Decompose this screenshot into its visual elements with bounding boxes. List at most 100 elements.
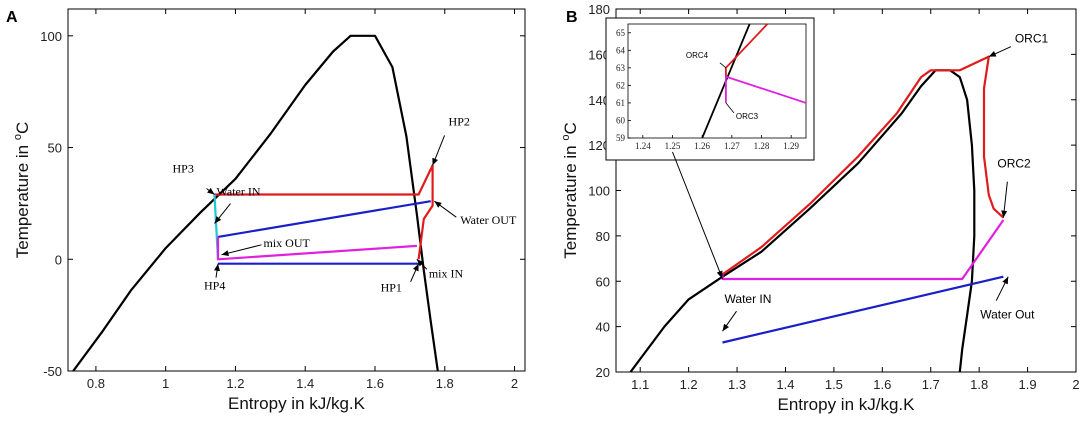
inset-frame xyxy=(605,17,815,161)
panel-b-xtick-label: 1.2 xyxy=(680,377,698,392)
panel-b-annotation-arrowhead xyxy=(988,51,997,57)
panel-a-series-line xyxy=(72,34,439,371)
panel-b-xtick-label: 1.5 xyxy=(825,377,843,392)
panel-a-xtick-label: 1.8 xyxy=(436,376,454,391)
inset-annotation-arrow xyxy=(719,62,727,69)
inset-ytick-label: 63 xyxy=(616,63,626,73)
panel-b-letter: B xyxy=(566,9,578,26)
inset-series-line xyxy=(725,75,806,104)
panel-a-xtick-label: 1.2 xyxy=(226,376,244,391)
inset-annotation-label: ORC4 xyxy=(686,51,709,60)
panel-b-xtick-label: 1.3 xyxy=(728,377,746,392)
inset-xtick-label: 1.29 xyxy=(783,141,799,151)
panel-a-ylabel-end: C xyxy=(13,122,32,134)
panel-b-ytick-label: 40 xyxy=(596,320,610,335)
inset-plot: 1.24 1.25 1.26 1.27 1.28 1.29 59 60 61 62 63 64 65 OR… xyxy=(605,17,815,280)
inset-xtick-label: 1.25 xyxy=(665,141,681,151)
panel-b-annotation-label: Water Out xyxy=(980,308,1035,322)
panel-a-series-line xyxy=(214,164,434,260)
panel-a-annotation-arrowhead xyxy=(214,263,220,272)
panel-a-series-line xyxy=(216,236,417,261)
inset-xtick-label: 1.28 xyxy=(754,141,770,151)
inset-ytick-label: 60 xyxy=(616,115,626,125)
panel-a-annotation-label: Water OUT xyxy=(460,213,517,227)
panel-b-xtick-label: 1.1 xyxy=(631,377,649,392)
panel-a-xtick-label: 1.6 xyxy=(366,376,384,391)
inset-xtick-label: 1.27 xyxy=(724,141,740,151)
panel-a-ytick-label: 0 xyxy=(55,252,62,267)
panel-a-annotation-label: HP2 xyxy=(449,114,470,128)
panel-a-annotation-arrowhead xyxy=(416,259,424,267)
panel-b-ytick-label: 80 xyxy=(596,229,610,244)
panel-a-xtick-label: 1.4 xyxy=(296,376,314,391)
panel-b-ylabel-sup: o xyxy=(560,135,572,141)
panel-b-ylabel-main: Temperature in xyxy=(561,141,580,259)
panel-b-series-group xyxy=(629,55,1005,372)
inset-ytick-label: 59 xyxy=(616,133,626,143)
panel-b-ytick-label: 60 xyxy=(596,274,610,289)
inset-xtick-label: 1.26 xyxy=(694,141,710,151)
inset-ytick-label: 65 xyxy=(616,28,626,38)
panel-a-ytick-label: 50 xyxy=(48,141,62,156)
panel-b-xlabel: Entropy in kJ/kg.K xyxy=(777,395,915,414)
panel-a-xtick-label: 0.8 xyxy=(87,376,105,391)
panel-b-xtick-label: 1.8 xyxy=(970,377,988,392)
panel-b-annotation-arrowhead xyxy=(722,323,729,332)
panel-a-annotation-arrowhead xyxy=(214,216,222,224)
panel-b: B 1.1 1.2 1.3 1.4 1.5 1.6 1.7 1.8 1.9 2 20 40 60 80 100… xyxy=(560,2,1080,414)
inset-axes-box xyxy=(627,23,807,139)
panel-a-annotation-arrowhead xyxy=(207,187,215,195)
panel-a-axes-box xyxy=(67,8,526,372)
panel-a-annotation-label: mix OUT xyxy=(263,236,310,250)
panel-b-xtick-label: 1.4 xyxy=(776,377,794,392)
panel-b-ytick-label: 140 xyxy=(588,93,610,108)
panel-b-xtick-label: 2 xyxy=(1072,377,1079,392)
inset-connector-arrow xyxy=(672,151,723,280)
panel-a-annotation-label: Water IN xyxy=(217,185,261,199)
panel-b-ytick-label: 120 xyxy=(588,138,610,153)
inset-ytick-label: 61 xyxy=(616,98,625,108)
panel-a-xtick-label: 1 xyxy=(162,376,169,391)
panel-b-xtick-label: 1.9 xyxy=(1019,377,1037,392)
panel-b-ylabel-end: C xyxy=(561,122,580,134)
panel-a-annotation-arrowhead xyxy=(221,250,230,257)
panel-a-xtick-label: 2 xyxy=(511,376,518,391)
panel-a: A 0.8 1 1.2 1.4 1.6 1.8 2 -50 0 50 100 Entropy in kJ… xyxy=(6,8,526,413)
panel-a-annotation-label: mix IN xyxy=(429,266,464,280)
panel-a-series-group xyxy=(72,34,439,371)
inset-annotation-arrow xyxy=(725,102,735,114)
panel-b-series-line xyxy=(721,55,1005,276)
panel-a-annotation-arrowhead xyxy=(432,157,438,166)
panel-b-ytick-label: 180 xyxy=(588,2,610,17)
panel-b-ylabel: Temperature in oC xyxy=(560,122,580,259)
panel-b-annotation-arrowhead xyxy=(1001,210,1008,218)
panel-a-annotation-label: HP4 xyxy=(204,279,225,293)
inset-ytick-label: 62 xyxy=(616,80,625,90)
panel-a-annotation-label: HP1 xyxy=(381,281,402,295)
panel-b-annotation-label: ORC1 xyxy=(1015,32,1049,46)
panel-a-letter: A xyxy=(6,9,18,26)
panel-a-series-line xyxy=(217,200,431,238)
panel-a-annotation-label: HP3 xyxy=(173,161,194,175)
panel-b-series-line xyxy=(722,275,1004,344)
panel-a-xlabel: Entropy in kJ/kg.K xyxy=(228,394,366,413)
panel-b-annotation-label: ORC2 xyxy=(997,157,1031,171)
inset-connector-arrowhead xyxy=(716,270,723,279)
panel-b-ytick-label: 160 xyxy=(588,47,610,62)
panel-b-series-line xyxy=(721,219,1005,281)
inset-annotation-label: ORC3 xyxy=(736,112,759,121)
panel-a-ylabel: Temperature in oC xyxy=(12,122,32,259)
panel-a-ylabel-sup: o xyxy=(12,134,24,140)
panel-b-xtick-label: 1.6 xyxy=(873,377,891,392)
panel-a-annotation-arrowhead xyxy=(413,263,419,272)
panel-b-annotation-label: Water IN xyxy=(725,292,772,306)
panel-b-ytick-label: 100 xyxy=(588,184,610,199)
panel-a-ytick-label: -50 xyxy=(43,364,62,379)
panel-b-annotation-arrowhead xyxy=(1002,276,1009,285)
panel-b-xtick-label: 1.7 xyxy=(922,377,940,392)
panel-b-ytick-label: 20 xyxy=(596,365,610,380)
panel-a-ytick-label: 100 xyxy=(40,29,62,44)
inset-xtick-label: 1.24 xyxy=(635,141,651,151)
inset-ytick-label: 64 xyxy=(616,45,626,55)
